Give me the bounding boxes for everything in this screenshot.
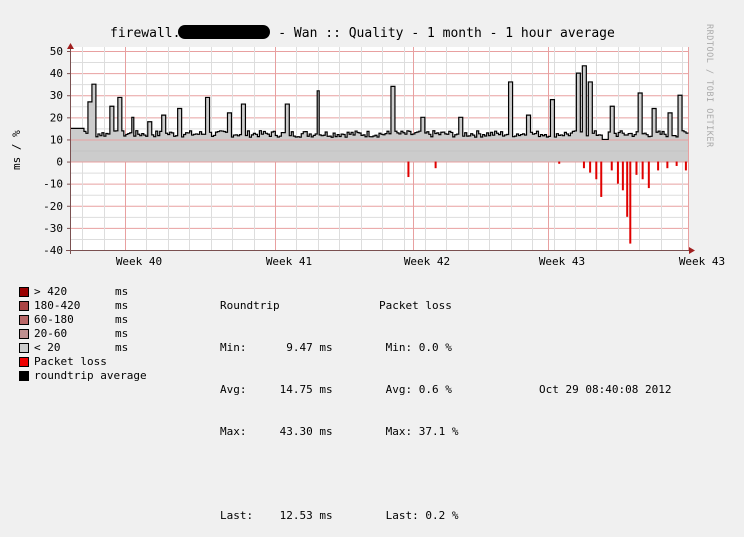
roundtrip-avg: Avg: 14.75 ms [220,383,333,396]
legend-item: 20-60 ms [19,327,147,341]
legend: > 420 ms 180-420 ms 60-180 ms 20-60 ms < 20 ms Pac… [19,285,147,383]
legend-item: 180-420 ms [19,299,147,313]
legend-swatch [19,301,29,311]
legend-unit: ms [115,299,129,312]
legend-label: roundtrip average [34,369,147,382]
legend-label: < 20 [34,341,61,354]
legend-label: 180-420 [34,299,81,312]
roundtrip-last: Last: 12.53 ms [220,509,333,522]
legend-item: < 20 ms [19,341,147,355]
title-text: - Wan :: Quality - 1 month - 1 hour aver… [270,26,615,41]
legend-item: > 420 ms [19,285,147,299]
packet-loss-avg: Avg: 0.6 % [379,383,452,396]
legend-item: Packet loss [19,355,147,369]
chart-plot: 50 40 30 20 10 0 -10 -20 -30 -40 Week 40 Week 41 Wee… [43,43,725,268]
legend-label: > 420 [34,285,68,298]
packet-loss-max: Max: 37.1 % [379,425,459,438]
packet-loss-header: Packet loss [379,299,452,312]
svg-text:50: 50 [50,45,63,58]
packet-loss-last: Last: 0.2 % [379,509,459,522]
packet-loss-stats: Packet loss Min: 0.0 % Avg: 0.6 % Max: 3… [379,271,458,537]
svg-text:-40: -40 [43,244,63,257]
roundtrip-min: Min: 9.47 ms [220,341,333,354]
legend-swatch [19,357,29,367]
legend-swatch [19,287,29,297]
svg-text:20: 20 [50,111,63,124]
roundtrip-header: Roundtrip [220,299,280,312]
svg-text:-10: -10 [43,178,63,191]
packet-loss-min: Min: 0.0 % [379,341,452,354]
svg-text:Week 41: Week 41 [266,255,312,268]
timestamp: Oct 29 08:40:08 2012 [539,383,672,396]
svg-text:Week 42: Week 42 [404,255,450,268]
legend-label: 20-60 [34,327,68,340]
legend-label: Packet loss [34,355,107,368]
legend-label: 60-180 [34,313,74,326]
chart-title: firewall. - Wan :: Quality - 1 month - 1… [110,25,615,41]
svg-text:10: 10 [50,133,63,146]
redacted-hostname [178,25,271,39]
roundtrip-max: Max: 43.30 ms [220,425,333,438]
svg-text:0: 0 [56,156,63,169]
roundtrip-stats: Roundtrip Min: 9.47 ms Avg: 14.75 ms Max… [220,271,333,537]
svg-text:30: 30 [50,89,63,102]
legend-unit: ms [115,327,129,340]
legend-unit: ms [115,313,129,326]
svg-text:40: 40 [50,67,63,80]
legend-swatch [19,343,29,353]
svg-text:Week 43: Week 43 [679,255,725,268]
legend-swatch [19,371,29,381]
legend-swatch [19,329,29,339]
title-host: firewall. [110,26,181,41]
svg-text:-20: -20 [43,200,63,213]
legend-item: roundtrip average [19,369,147,383]
legend-unit: ms [115,285,129,298]
legend-swatch [19,315,29,325]
y-axis-label: ms / % [10,130,23,170]
svg-text:Week 43: Week 43 [539,255,585,268]
rrdtool-watermark: RRDTOOL / TOBI OETIKER [704,24,714,148]
svg-text:Week 40: Week 40 [116,255,162,268]
legend-item: 60-180 ms [19,313,147,327]
svg-text:-30: -30 [43,222,63,235]
legend-unit: ms [115,341,129,354]
